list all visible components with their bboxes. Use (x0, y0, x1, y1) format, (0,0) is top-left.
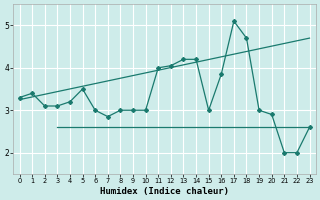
X-axis label: Humidex (Indice chaleur): Humidex (Indice chaleur) (100, 187, 229, 196)
